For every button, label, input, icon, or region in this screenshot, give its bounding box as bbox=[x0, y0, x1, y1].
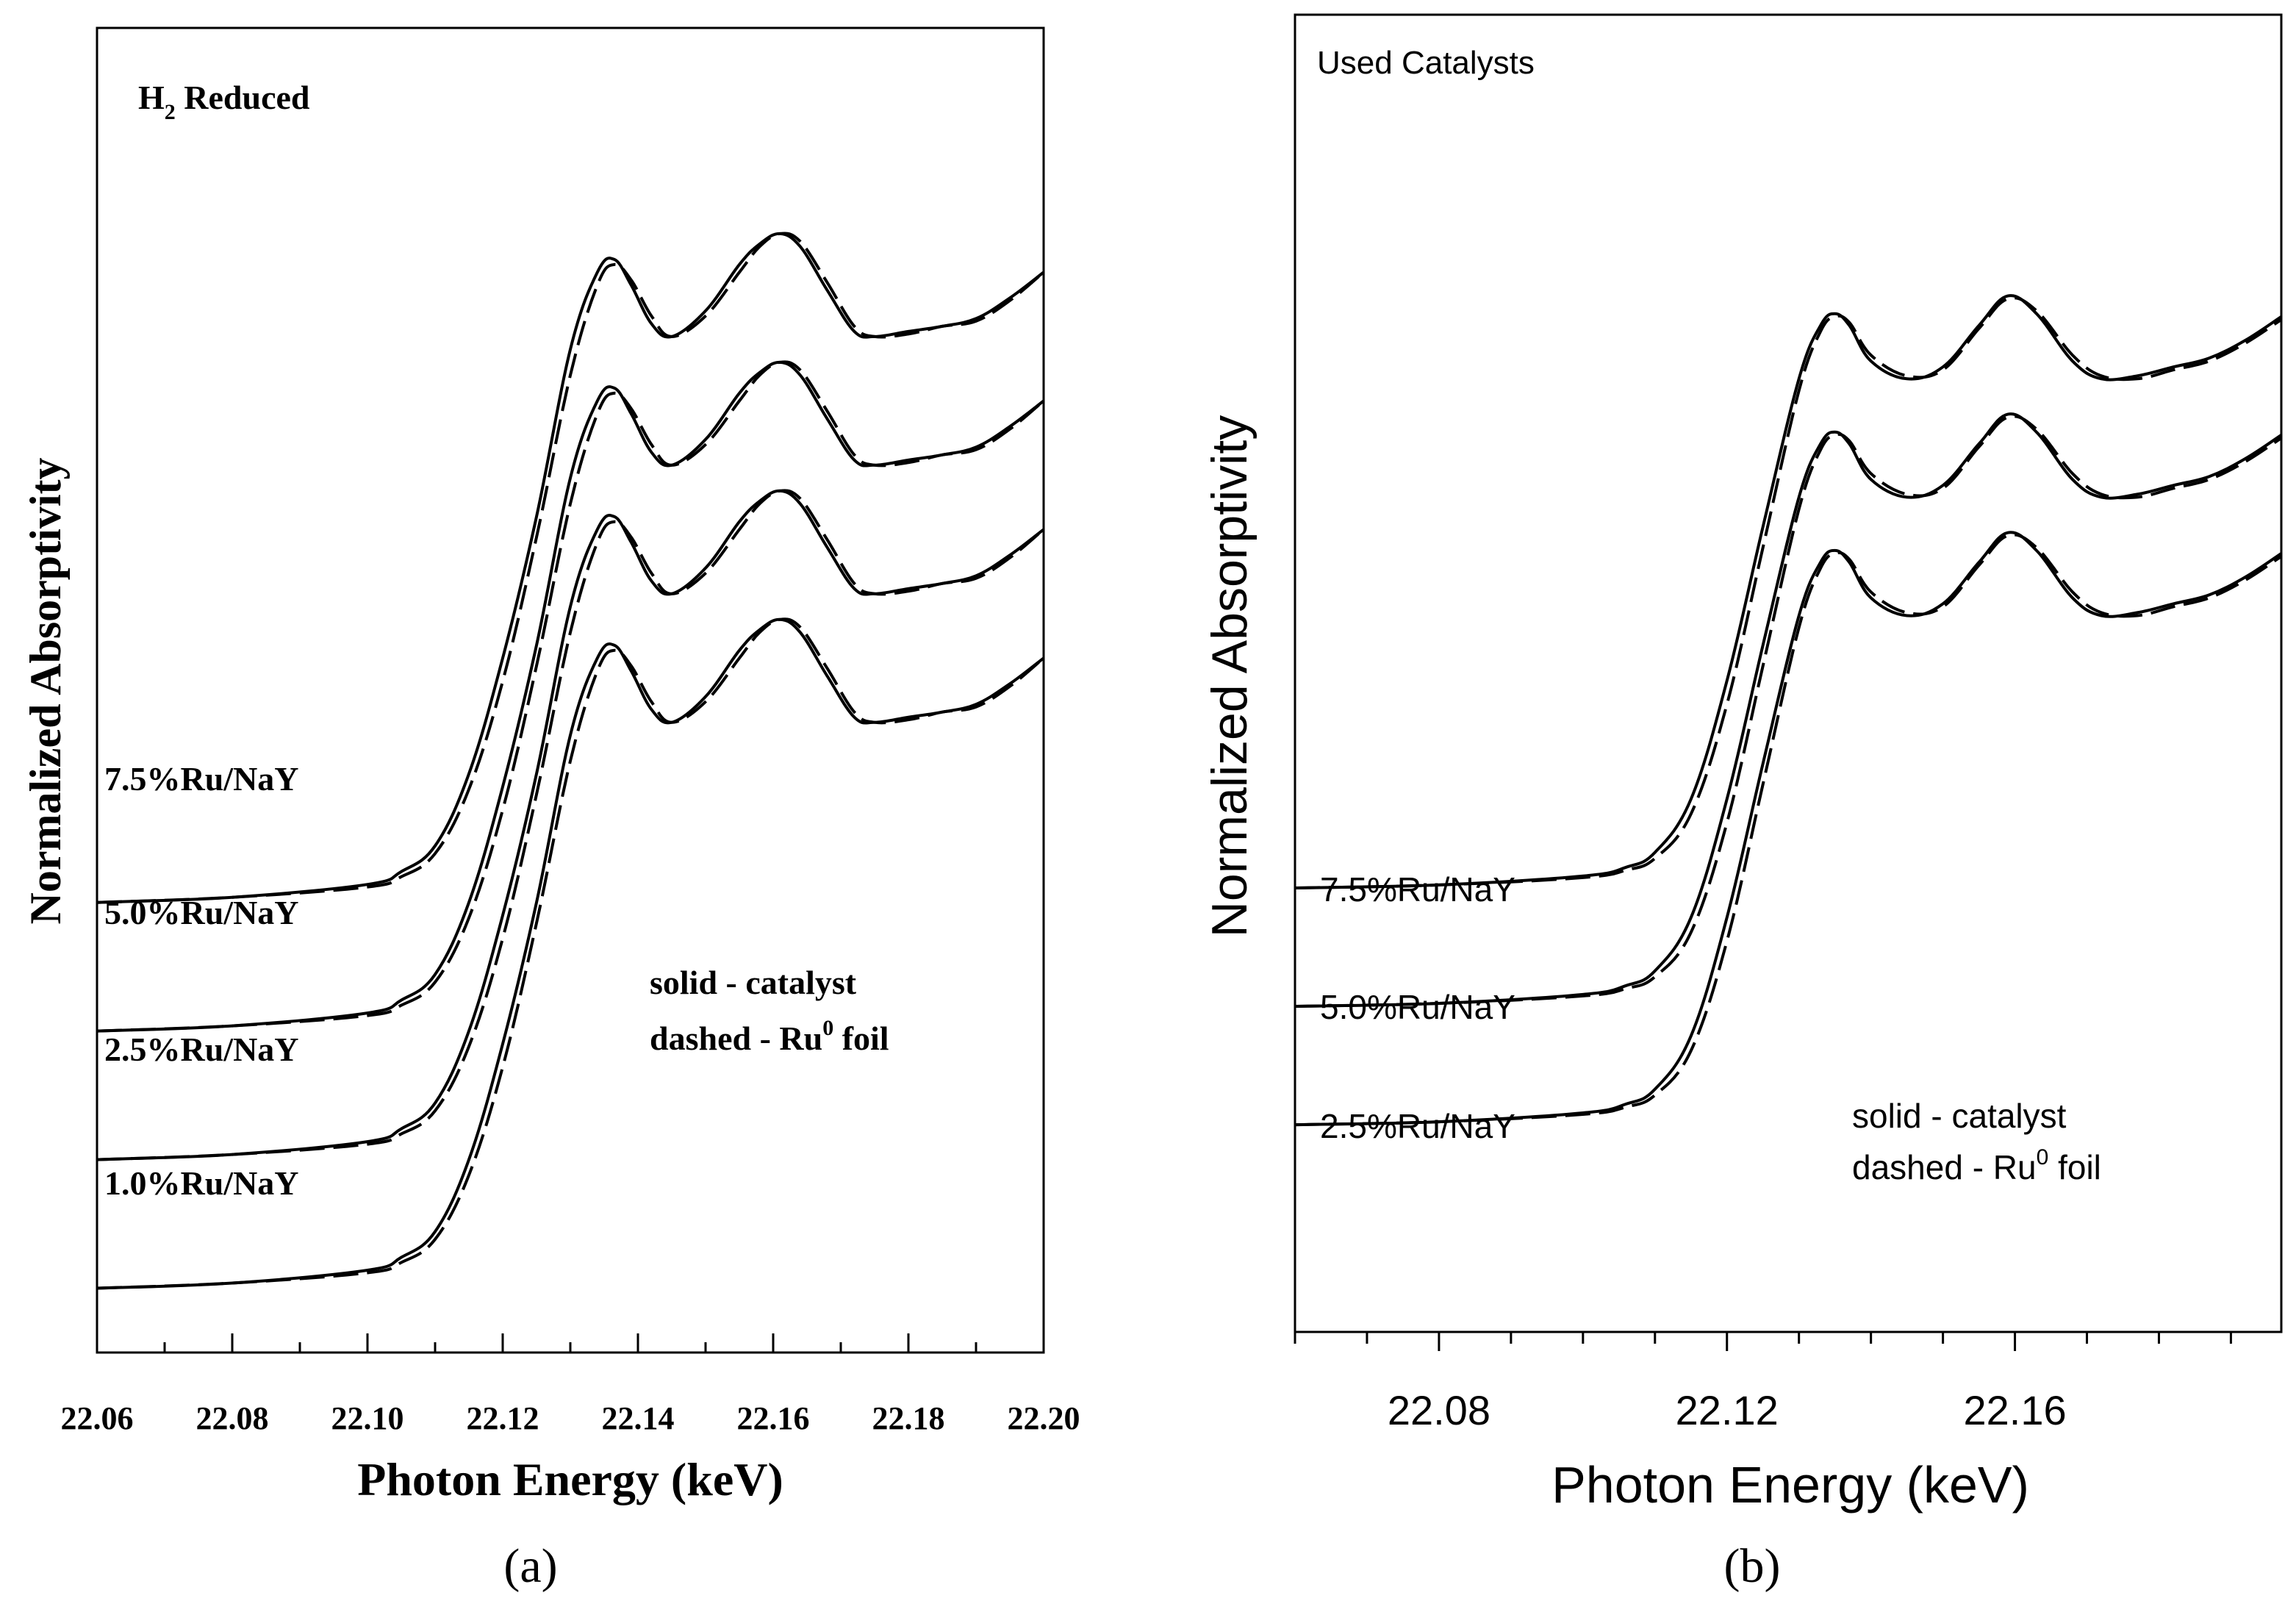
panel-a-x-tick-label: 22.16 bbox=[737, 1400, 810, 1436]
panel-a-curve-dashed-2 bbox=[96, 360, 1045, 1033]
panel-a-x-tick-label: 22.12 bbox=[467, 1400, 539, 1436]
panel-b-x-ticks bbox=[1294, 1332, 2232, 1351]
panel-a-curve-dashed-1 bbox=[96, 489, 1045, 1161]
panel-a-title: H2 Reduced bbox=[138, 79, 310, 124]
panel-a-y-axis-label: Normalized Absorptivity bbox=[21, 458, 70, 925]
panel-a-legend-dashed: dashed - Ru0 foil bbox=[650, 1016, 889, 1057]
plot-area-b bbox=[1294, 13, 2283, 1333]
panel-b-curve-dashed-1 bbox=[1294, 415, 2283, 1008]
panel-b-curve-solid-2 bbox=[1294, 294, 2283, 889]
panel-b-legend-dashed: dashed - Ru0 foil bbox=[1852, 1145, 2101, 1186]
panel-a-x-axis-label: Photon Energy (keV) bbox=[357, 1453, 783, 1505]
panel-a-title-rest: Reduced bbox=[176, 79, 310, 116]
panel-b: Used Catalysts 22.08 22.12 22.16 7.5%Ru/Na… bbox=[1202, 13, 2283, 1593]
panel-b-legend: solid - catalyst dashed - Ru0 foil bbox=[1852, 1097, 2101, 1186]
panel-b-curve-solid-1 bbox=[1294, 412, 2283, 1008]
panel-a-x-tick-label: 22.06 bbox=[61, 1400, 134, 1436]
panel-b-curve-dashed-0 bbox=[1294, 533, 2283, 1127]
panel-a-title-main: H bbox=[138, 79, 165, 116]
panel-a-x-tick-label: 22.18 bbox=[872, 1400, 945, 1436]
panel-a-curve-dashed-3 bbox=[96, 232, 1045, 904]
panel-b-series-label-5-0: 5.0%Ru/NaY bbox=[1320, 988, 1515, 1026]
panel-a-x-tick-label: 22.14 bbox=[602, 1400, 675, 1436]
panel-b-x-tick-label: 22.12 bbox=[1676, 1387, 1779, 1433]
panel-b-x-tick-label: 22.08 bbox=[1388, 1387, 1490, 1433]
panel-b-y-axis-label: Normalized Absorptivity bbox=[1202, 415, 1258, 937]
panel-a-x-tick-label: 22.08 bbox=[196, 1400, 269, 1436]
panel-b-title: Used Catalysts bbox=[1317, 45, 1535, 81]
panel-b-curve-dashed-2 bbox=[1294, 296, 2283, 889]
panel-b-x-tick-labels: 22.08 22.12 22.16 bbox=[1388, 1387, 2067, 1433]
panel-b-x-tick-label: 22.16 bbox=[1963, 1387, 2066, 1433]
panel-b-series-label-7-5: 7.5%Ru/NaY bbox=[1320, 870, 1515, 909]
panel-a-x-tick-label: 22.10 bbox=[331, 1400, 404, 1436]
panel-a-series-label-5-0: 5.0%Ru/NaY bbox=[104, 894, 299, 931]
panel-b-legend-solid: solid - catalyst bbox=[1852, 1097, 2067, 1135]
panel-a-series-label-1-0: 1.0%Ru/NaY bbox=[104, 1164, 299, 1202]
panel-b-series-label-2-5: 2.5%Ru/NaY bbox=[1320, 1107, 1515, 1145]
panel-b-x-axis-label: Photon Energy (keV) bbox=[1551, 1456, 2029, 1514]
panel-b-label: (b) bbox=[1724, 1539, 1781, 1593]
panel-a-series-label-7-5: 7.5%Ru/NaY bbox=[104, 760, 299, 798]
panel-a-series-label-2-5: 2.5%Ru/NaY bbox=[104, 1031, 299, 1068]
panel-a-label: (a) bbox=[503, 1539, 557, 1593]
panel-a: H2 Reduced 22.06 22.08 22.10 22.12 22.14 22.1… bbox=[21, 26, 1080, 1593]
panel-a-legend-solid: solid - catalyst bbox=[650, 964, 857, 1001]
svg-text:H2 Reduced: H2 Reduced bbox=[138, 79, 310, 124]
panel-a-title-sub: 2 bbox=[165, 100, 176, 124]
panel-b-curves bbox=[1294, 294, 2283, 1127]
panel-b-curve-solid-0 bbox=[1294, 531, 2283, 1127]
panel-a-x-tick-labels: 22.06 22.08 22.10 22.12 22.14 22.16 22.18 22.20 bbox=[61, 1400, 1080, 1436]
panel-a-x-tick-label: 22.20 bbox=[1008, 1400, 1080, 1436]
panel-a-curves bbox=[96, 232, 1045, 1290]
panel-a-legend: solid - catalyst dashed - Ru0 foil bbox=[650, 964, 889, 1057]
panel-a-x-ticks bbox=[96, 1333, 1045, 1353]
panel-a-curve-dashed-0 bbox=[96, 617, 1045, 1290]
